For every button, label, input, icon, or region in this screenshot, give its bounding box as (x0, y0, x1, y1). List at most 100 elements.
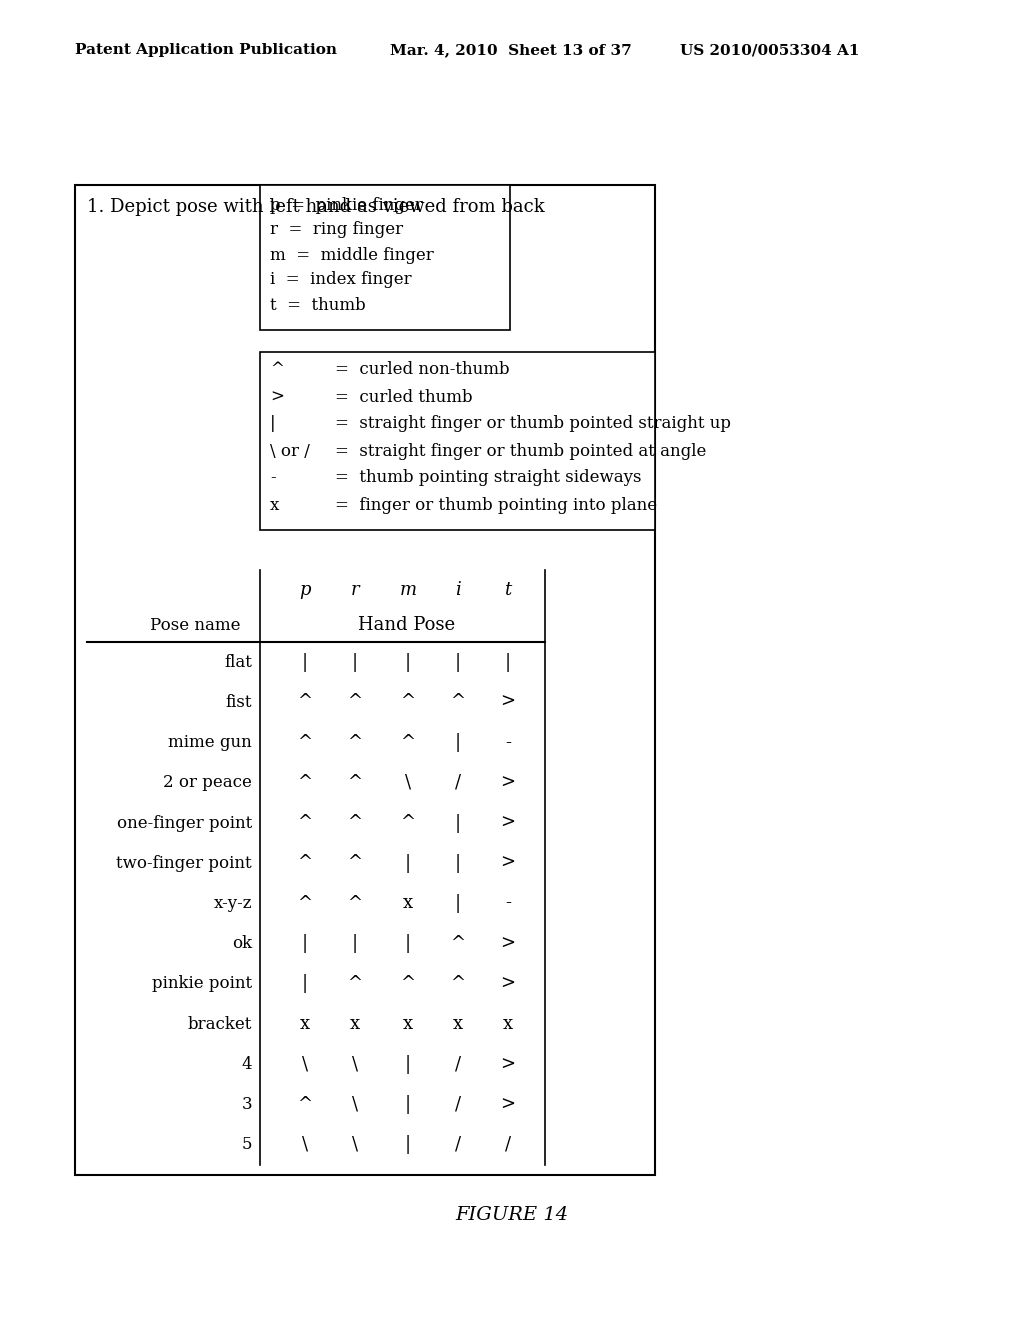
Text: /: / (455, 1137, 461, 1154)
Text: pinkie point: pinkie point (152, 975, 252, 993)
Text: |: | (302, 935, 308, 953)
Text: >: > (270, 388, 284, 405)
Text: =  thumb pointing straight sideways: = thumb pointing straight sideways (335, 470, 641, 487)
Text: >: > (501, 975, 515, 993)
Bar (260, 352, 655, 531)
Text: x-y-z: x-y-z (213, 895, 252, 912)
Text: ^: ^ (451, 935, 466, 953)
Text: p: p (299, 581, 310, 599)
Text: Hand Pose: Hand Pose (358, 616, 455, 634)
Text: Mar. 4, 2010  Sheet 13 of 37: Mar. 4, 2010 Sheet 13 of 37 (390, 44, 632, 57)
Text: ^: ^ (347, 774, 362, 792)
Text: x: x (453, 1015, 463, 1034)
Text: \: \ (302, 1056, 308, 1073)
Text: |: | (404, 652, 411, 672)
Text: 5: 5 (242, 1137, 252, 1154)
Text: ^: ^ (297, 814, 312, 832)
Text: |: | (455, 733, 461, 752)
Text: -: - (505, 734, 511, 751)
Text: Pose name: Pose name (150, 616, 241, 634)
Text: /: / (505, 1137, 511, 1154)
Text: fist: fist (225, 694, 252, 711)
Text: p  =  pinkie finger: p = pinkie finger (270, 197, 423, 214)
Text: x: x (350, 1015, 360, 1034)
Text: ^: ^ (347, 734, 362, 751)
Text: two-finger point: two-finger point (117, 855, 252, 871)
Text: flat: flat (224, 653, 252, 671)
Bar (75, 185, 655, 1175)
Text: 4: 4 (242, 1056, 252, 1073)
Text: i  =  index finger: i = index finger (270, 272, 412, 289)
Text: |: | (455, 652, 461, 672)
Text: >: > (501, 935, 515, 953)
Text: ^: ^ (347, 975, 362, 993)
Text: /: / (455, 774, 461, 792)
Text: |: | (404, 1096, 411, 1114)
Text: x: x (503, 1015, 513, 1034)
Text: ok: ok (231, 936, 252, 952)
Text: -: - (270, 470, 275, 487)
Text: ^: ^ (347, 693, 362, 711)
Text: >: > (501, 814, 515, 832)
Text: \: \ (352, 1096, 358, 1114)
Text: ^: ^ (347, 895, 362, 912)
Text: ^: ^ (451, 975, 466, 993)
Text: 3: 3 (242, 1096, 252, 1113)
Text: |: | (404, 1135, 411, 1155)
Text: |: | (270, 416, 275, 433)
Text: =  straight finger or thumb pointed straight up: = straight finger or thumb pointed strai… (335, 416, 731, 433)
Text: ^: ^ (297, 854, 312, 873)
Text: m: m (399, 581, 417, 599)
Text: i: i (455, 581, 461, 599)
Text: ^: ^ (297, 1096, 312, 1114)
Text: FIGURE 14: FIGURE 14 (456, 1206, 568, 1224)
Text: one-finger point: one-finger point (117, 814, 252, 832)
Text: 1. Depict pose with left hand as viewed from back: 1. Depict pose with left hand as viewed … (87, 198, 545, 216)
Text: >: > (501, 854, 515, 873)
Text: \ or /: \ or / (270, 442, 310, 459)
Text: ^: ^ (347, 854, 362, 873)
Text: |: | (352, 652, 358, 672)
Text: ^: ^ (451, 693, 466, 711)
Text: -: - (505, 895, 511, 912)
Text: |: | (455, 854, 461, 873)
Text: |: | (404, 935, 411, 953)
Text: ^: ^ (297, 734, 312, 751)
Text: >: > (501, 1096, 515, 1114)
Text: >: > (501, 693, 515, 711)
Text: =  curled thumb: = curled thumb (335, 388, 473, 405)
Text: /: / (455, 1096, 461, 1114)
Text: |: | (302, 974, 308, 994)
Text: =  finger or thumb pointing into plane: = finger or thumb pointing into plane (335, 496, 657, 513)
Text: \: \ (302, 1137, 308, 1154)
Text: Patent Application Publication: Patent Application Publication (75, 44, 337, 57)
Text: =  straight finger or thumb pointed at angle: = straight finger or thumb pointed at an… (335, 442, 707, 459)
Text: |: | (302, 652, 308, 672)
Text: |: | (505, 652, 511, 672)
Text: \: \ (404, 774, 411, 792)
Text: \: \ (352, 1056, 358, 1073)
Text: ^: ^ (400, 734, 416, 751)
Text: /: / (455, 1056, 461, 1073)
Text: x: x (402, 1015, 413, 1034)
Text: |: | (404, 1055, 411, 1074)
Text: t  =  thumb: t = thumb (270, 297, 366, 314)
Text: |: | (455, 813, 461, 833)
Text: mime gun: mime gun (168, 734, 252, 751)
Text: ^: ^ (400, 975, 416, 993)
Bar (260, 185, 510, 330)
Text: m  =  middle finger: m = middle finger (270, 247, 434, 264)
Text: ^: ^ (297, 693, 312, 711)
Text: >: > (501, 1056, 515, 1073)
Text: >: > (501, 774, 515, 792)
Text: ^: ^ (297, 895, 312, 912)
Text: \: \ (352, 1137, 358, 1154)
Text: ^: ^ (270, 362, 284, 379)
Text: x: x (300, 1015, 310, 1034)
Text: =  curled non-thumb: = curled non-thumb (335, 362, 510, 379)
Text: x: x (402, 895, 413, 912)
Text: t: t (505, 581, 512, 599)
Text: r: r (350, 581, 359, 599)
Text: US 2010/0053304 A1: US 2010/0053304 A1 (680, 44, 859, 57)
Text: ^: ^ (400, 693, 416, 711)
